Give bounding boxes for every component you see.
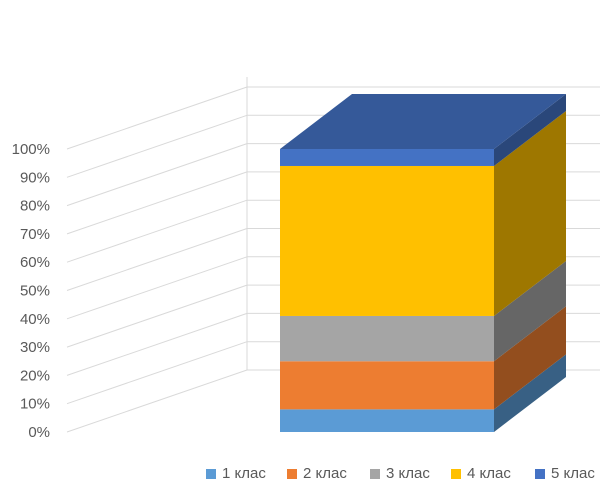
bar-segment-5-клас (280, 149, 494, 166)
legend-swatch (535, 468, 545, 479)
bar-side-3-клас (494, 260, 566, 362)
legend-swatch (451, 468, 461, 479)
y-tick-label: 100% (12, 141, 50, 158)
legend-label: 5 клас (551, 465, 595, 482)
y-tick-label: 0% (28, 424, 50, 441)
gridline-diagonal (66, 171, 248, 235)
y-axis-tick-labels: 0% 10% 20% 30% 40% 50% 60% 70% 80% 90% 100% (12, 141, 50, 441)
bar-side-4-клас (494, 110, 566, 316)
gridline-diagonal (66, 228, 248, 291)
stacked-bar (280, 94, 566, 432)
gridline-diagonal (66, 312, 248, 376)
y-tick-label: 20% (20, 367, 50, 384)
y-tick-label: 10% (20, 396, 50, 413)
legend-label: 4 клас (467, 465, 511, 482)
gridline-diagonal (66, 86, 248, 150)
legend: 1 клас 2 клас 3 клас 4 клас 5 клас (0, 465, 602, 487)
legend-swatch (370, 468, 380, 479)
gridline-diagonal (66, 143, 248, 207)
y-tick-label: 40% (20, 311, 50, 328)
y-tick-label: 80% (20, 198, 50, 215)
gridline-diagonal (66, 199, 248, 263)
legend-swatch (206, 468, 216, 479)
bar-segment-3-клас (280, 315, 494, 362)
legend-swatch (287, 468, 297, 479)
legend-label: 2 клас (303, 465, 347, 482)
bar-segment-4-клас (280, 165, 494, 316)
legend-label: 3 клас (386, 465, 430, 482)
gridline-diagonal (66, 341, 248, 405)
y-tick-label: 90% (20, 169, 50, 186)
gridline-diagonal (66, 284, 248, 348)
legend-item: 1 клас (206, 465, 266, 482)
bar-side-2-клас (494, 306, 566, 410)
legend-item: 2 клас (287, 465, 347, 482)
legend-item: 4 клас (451, 465, 511, 482)
legend-item: 5 клас (535, 465, 595, 482)
gridline-diagonal (66, 369, 248, 433)
gridline-diagonal (66, 114, 248, 178)
y-tick-label: 30% (20, 339, 50, 356)
legend-label: 1 клас (222, 465, 266, 482)
bar-side-5-клас (494, 94, 566, 166)
gridline-diagonal (66, 256, 248, 320)
bar-segment-1-клас (280, 409, 494, 432)
y-tick-label: 50% (20, 283, 50, 300)
y-tick-label: 60% (20, 254, 50, 271)
bar-side-1-клас (494, 354, 566, 432)
legend-item: 3 клас (370, 465, 430, 482)
bar-top-5-клас (280, 94, 566, 149)
y-tick-label: 70% (20, 226, 50, 243)
bar-segment-2-клас (280, 361, 494, 410)
